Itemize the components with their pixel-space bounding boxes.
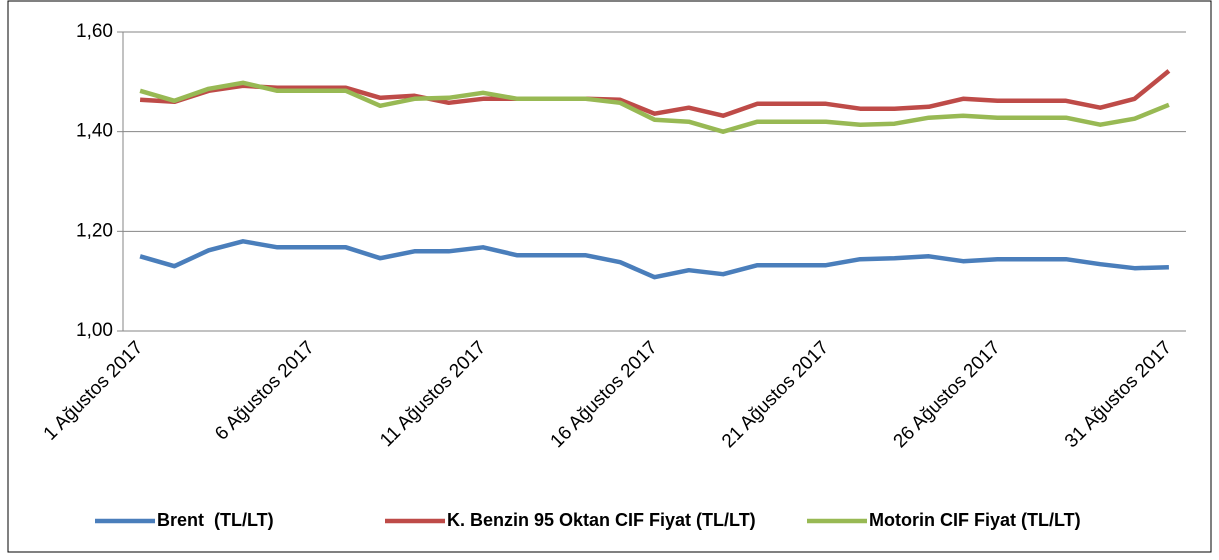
y-tick-label: 1,20 <box>76 220 113 241</box>
legend-label: K. Benzin 95 Oktan CIF Fiyat (TL/LT) <box>447 510 756 530</box>
series-line <box>139 80 1170 134</box>
y-tick-label: 1,40 <box>76 121 113 142</box>
legend-label: Motorin CIF Fiyat (TL/LT) <box>869 510 1081 530</box>
legend-label: Brent (TL/LT) <box>157 510 274 530</box>
series-line <box>139 69 1171 118</box>
y-tick-label: 1,60 <box>76 21 113 42</box>
y-tick-label: 1,00 <box>76 320 113 341</box>
series-line <box>139 239 1169 280</box>
chart-frame <box>7 0 1212 553</box>
